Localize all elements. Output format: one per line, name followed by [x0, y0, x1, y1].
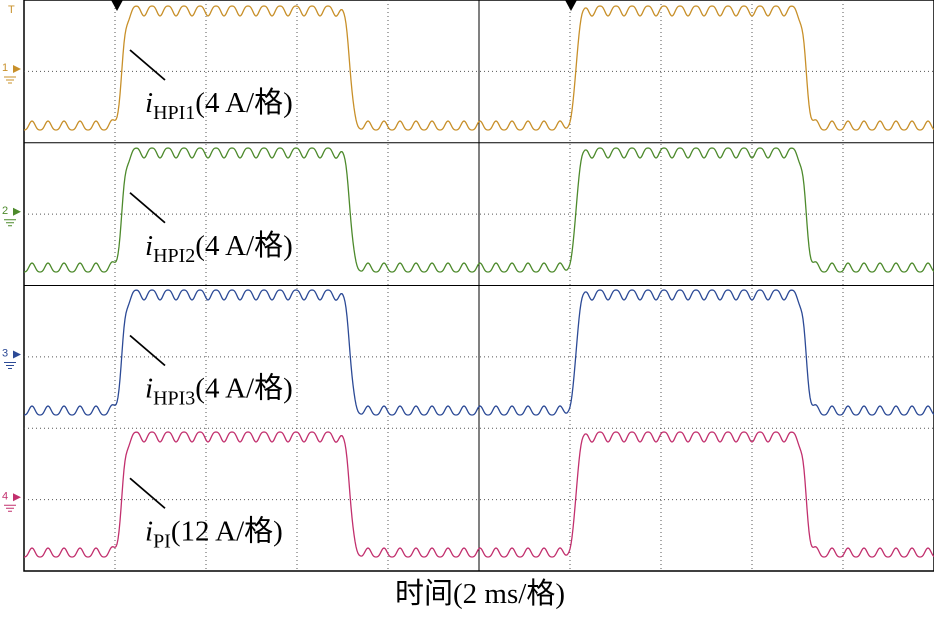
- ground-symbol: [4, 219, 16, 227]
- ground-symbol: [4, 76, 16, 84]
- subscript: HPI3: [153, 388, 195, 410]
- subscript: PI: [153, 530, 171, 552]
- x-axis-label: 时间(2 ms/格): [395, 577, 565, 610]
- scale: (4 A/格): [195, 86, 292, 119]
- channel-arrow: [13, 65, 21, 73]
- channel-marker: 4: [2, 490, 8, 502]
- leader-line: [129, 49, 166, 81]
- waveform: [23, 289, 934, 416]
- subscript: HPI1: [153, 102, 195, 124]
- channel-arrow: [13, 207, 21, 216]
- scale: (12 A/格): [171, 514, 283, 547]
- trace-label: iHPI3(4 A/格): [145, 372, 293, 410]
- waveform: [23, 147, 934, 273]
- channel-arrow: [13, 493, 21, 502]
- scale: (4 A/格): [195, 372, 292, 405]
- trace-label: iHPI1(4 A/格): [145, 86, 293, 124]
- trace-label: iHPI2(4 A/格): [145, 229, 293, 267]
- leader-line: [129, 334, 166, 367]
- waveform: [23, 5, 934, 131]
- ground-symbol: [4, 504, 16, 512]
- ground-symbol: [4, 362, 16, 369]
- trigger-marker: T: [8, 4, 15, 16]
- trigger-arrow: [111, 0, 123, 11]
- symbol: i: [145, 373, 153, 405]
- symbol: i: [145, 87, 153, 119]
- channel-arrow: [13, 350, 21, 359]
- scale: (4 A/格): [195, 229, 292, 262]
- leader-line: [129, 477, 166, 509]
- grid: [24, 0, 934, 571]
- subscript: HPI2: [153, 245, 195, 267]
- symbol: i: [145, 515, 153, 547]
- symbol: i: [145, 230, 153, 262]
- waveforms: [23, 5, 934, 558]
- waveform: [23, 431, 934, 558]
- trigger-arrow: [565, 0, 577, 11]
- channel-marker: 3: [2, 348, 8, 360]
- trace-label: iPI(12 A/格): [145, 514, 283, 552]
- leader-line: [129, 192, 166, 224]
- channel-marker: 2: [2, 205, 8, 217]
- channel-marker: 1: [2, 62, 8, 74]
